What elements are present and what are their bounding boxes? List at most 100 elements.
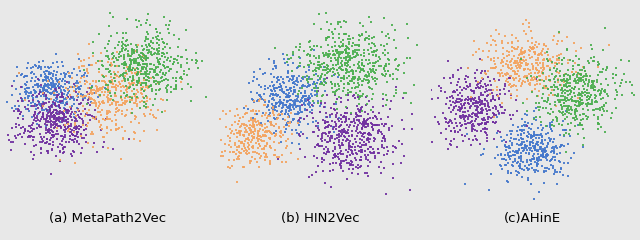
Point bbox=[101, 109, 111, 113]
Point bbox=[477, 121, 487, 125]
Point bbox=[287, 132, 297, 136]
Point bbox=[45, 115, 55, 119]
Point bbox=[241, 123, 251, 126]
Point bbox=[294, 118, 304, 122]
Point bbox=[137, 65, 147, 69]
Point bbox=[562, 77, 572, 81]
Point bbox=[327, 112, 337, 116]
Point bbox=[570, 108, 580, 112]
Point bbox=[73, 86, 83, 90]
Point bbox=[463, 85, 474, 89]
Point bbox=[255, 144, 266, 148]
Point bbox=[51, 104, 61, 108]
Point bbox=[34, 64, 44, 68]
Point bbox=[312, 82, 322, 85]
Point bbox=[348, 94, 358, 98]
Point bbox=[33, 65, 44, 69]
Point bbox=[353, 102, 364, 106]
Point bbox=[454, 97, 465, 101]
Point bbox=[332, 48, 342, 52]
Point bbox=[575, 124, 586, 127]
Point bbox=[127, 98, 138, 102]
Point bbox=[546, 59, 556, 63]
Point bbox=[250, 129, 260, 133]
Point bbox=[534, 78, 544, 82]
Point bbox=[479, 122, 490, 126]
Point bbox=[595, 92, 605, 96]
Point bbox=[226, 145, 236, 149]
Point bbox=[187, 59, 197, 62]
Point bbox=[295, 120, 305, 124]
Point bbox=[241, 139, 251, 143]
Point bbox=[56, 84, 67, 88]
Point bbox=[333, 156, 343, 159]
Point bbox=[356, 79, 367, 83]
Point bbox=[496, 68, 506, 72]
Point bbox=[76, 151, 86, 155]
Point bbox=[450, 117, 460, 121]
Point bbox=[42, 113, 52, 117]
Point bbox=[512, 151, 522, 155]
Point bbox=[149, 76, 159, 80]
Point bbox=[70, 138, 81, 141]
Point bbox=[29, 113, 40, 116]
Point bbox=[560, 79, 570, 83]
Point bbox=[44, 72, 54, 76]
Point bbox=[68, 67, 79, 71]
Point bbox=[82, 69, 92, 73]
Point bbox=[49, 82, 59, 86]
Point bbox=[118, 72, 128, 76]
Point bbox=[349, 50, 360, 54]
Point bbox=[470, 99, 481, 103]
Point bbox=[260, 87, 270, 91]
Point bbox=[43, 151, 53, 155]
Point bbox=[163, 65, 173, 68]
Point bbox=[254, 122, 264, 126]
Point bbox=[486, 43, 496, 47]
Point bbox=[307, 116, 317, 120]
Point bbox=[114, 126, 124, 130]
Point bbox=[163, 56, 173, 60]
Point bbox=[627, 83, 637, 87]
Point bbox=[533, 148, 543, 152]
Point bbox=[39, 108, 49, 112]
Point bbox=[494, 71, 504, 75]
Point bbox=[136, 91, 146, 95]
Point bbox=[573, 132, 583, 136]
Point bbox=[497, 58, 507, 62]
Point bbox=[524, 126, 534, 130]
Point bbox=[564, 84, 575, 88]
Point bbox=[333, 22, 343, 26]
Point bbox=[383, 51, 393, 54]
Point bbox=[369, 139, 379, 143]
Point bbox=[249, 75, 259, 79]
Point bbox=[308, 22, 319, 26]
Point bbox=[47, 111, 57, 115]
Point bbox=[569, 88, 579, 91]
Point bbox=[557, 123, 568, 127]
Point bbox=[72, 94, 82, 97]
Point bbox=[271, 66, 282, 70]
Point bbox=[571, 100, 581, 104]
Point bbox=[82, 90, 92, 94]
Point bbox=[458, 115, 468, 119]
Point bbox=[552, 77, 563, 81]
Point bbox=[477, 111, 487, 114]
Point bbox=[68, 85, 79, 89]
Point bbox=[433, 96, 444, 100]
Point bbox=[500, 73, 511, 77]
Point bbox=[235, 130, 245, 134]
Point bbox=[132, 25, 142, 29]
Point bbox=[561, 79, 571, 83]
Point bbox=[58, 143, 68, 147]
Point bbox=[248, 146, 258, 150]
Point bbox=[524, 78, 534, 82]
Point bbox=[356, 127, 367, 131]
Point bbox=[72, 81, 83, 85]
Point bbox=[108, 51, 118, 55]
Point bbox=[467, 123, 477, 127]
Point bbox=[342, 61, 353, 65]
Point bbox=[61, 111, 72, 115]
Point bbox=[552, 67, 562, 71]
Point bbox=[43, 85, 53, 89]
